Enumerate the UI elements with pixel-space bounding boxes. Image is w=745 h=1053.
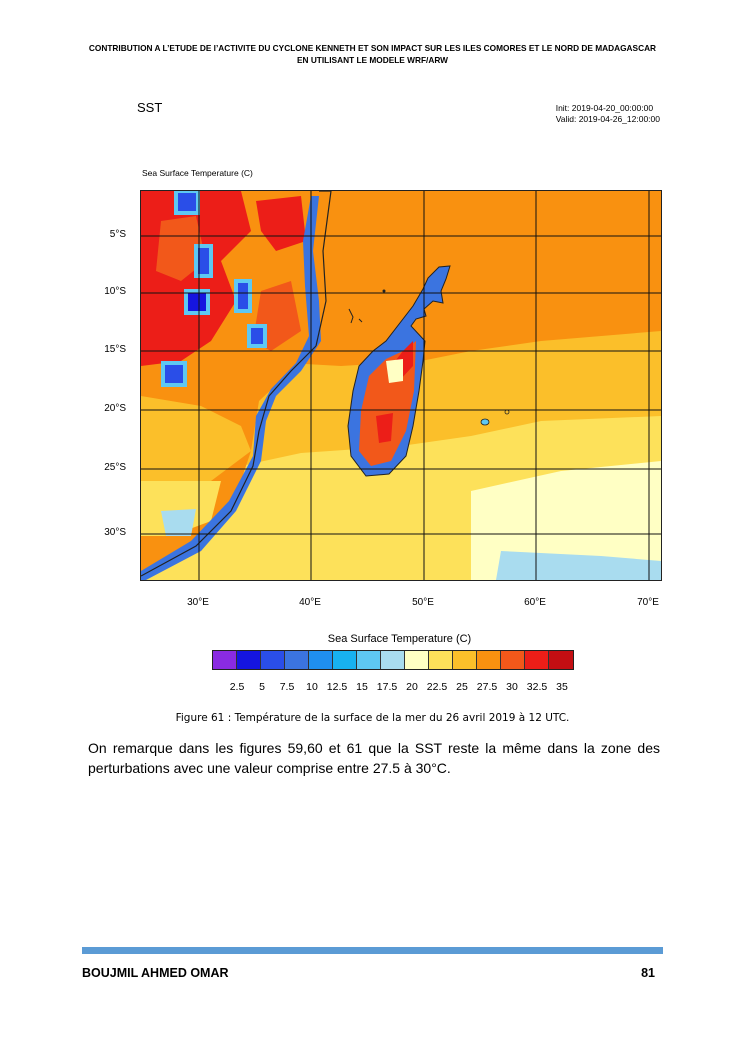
colorbar-swatch: [477, 651, 501, 669]
lat-label-20s: 20°S: [104, 403, 126, 414]
colorbar-swatch: [549, 651, 573, 669]
colorbar-swatch: [501, 651, 525, 669]
colorbar-tick-label: 15: [356, 681, 368, 693]
colorbar-tick-label: 30: [506, 681, 518, 693]
lon-label-50e: 50°E: [412, 597, 434, 608]
africa-inland-patch-2: [256, 196, 306, 251]
comoros-island-3: [382, 289, 386, 293]
colorbar-tick-label: 22.5: [426, 681, 448, 693]
comoros-island-2: [358, 318, 363, 323]
african-coast-strip: [141, 196, 321, 580]
african-coastline: [315, 191, 332, 347]
lon-label-40e: 40°E: [299, 597, 321, 608]
colorbar-tick-label: 7.5: [279, 681, 295, 693]
colorbar-swatch: [525, 651, 549, 669]
figure-title: SST: [137, 100, 163, 115]
colorbar-swatch: [429, 651, 453, 669]
lake-victoria: [174, 191, 200, 215]
comoros-island-1: [348, 308, 354, 324]
ocean-cool-zone: [471, 461, 661, 580]
run-times: Init: 2019-04-20_00:00:00 Valid: 2019-04…: [556, 103, 660, 125]
lake-rukwa: [184, 289, 210, 315]
lon-label-70e: 70°E: [637, 597, 659, 608]
colorbar: [212, 650, 574, 670]
africa-cold-spot: [161, 509, 196, 536]
colorbar-tick-label: 20: [406, 681, 418, 693]
lat-label-10s: 10°S: [104, 286, 126, 297]
footer-rule: [82, 947, 663, 954]
lon-label-30e: 30°E: [187, 597, 209, 608]
lake-malawi-south: [247, 324, 267, 348]
page-header: CONTRIBUTION A L’ETUDE DE l’ACTIVITE DU …: [70, 42, 675, 66]
colorbar-tick-label: 35: [556, 681, 568, 693]
madagascar-hot-south: [376, 413, 393, 443]
reunion-island: [480, 418, 490, 426]
africa-inland-patch-1: [156, 216, 206, 281]
lat-label-30s: 30°S: [104, 527, 126, 538]
colorbar-swatch: [213, 651, 237, 669]
page-number: 81: [641, 966, 655, 980]
sst-map: [140, 190, 662, 581]
header-line-1: CONTRIBUTION A L’ETUDE DE l’ACTIVITE DU …: [88, 43, 657, 53]
colorbar-tick-label: 10: [306, 681, 318, 693]
african-coastline-south: [141, 345, 317, 577]
ocean-cold-patch: [496, 551, 661, 580]
colorbar-title: Sea Surface Temperature (C): [327, 633, 472, 645]
valid-time: Valid: 2019-04-26_12:00:00: [555, 114, 660, 124]
colorbar-tick-label: 12.5: [326, 681, 348, 693]
lat-label-5s: 5°S: [109, 229, 126, 240]
lon-label-60e: 60°E: [524, 597, 546, 608]
lat-label-25s: 25°S: [104, 462, 126, 473]
colorbar-swatch: [405, 651, 429, 669]
madagascar-cool-spot: [386, 359, 403, 383]
colorbar-swatch: [381, 651, 405, 669]
header-line-2: EN UTILISANT LE MODELE WRF/ARW: [296, 55, 449, 65]
colorbar-tick-label: 2.5: [229, 681, 245, 693]
colorbar-swatch: [309, 651, 333, 669]
lake-malawi-north: [234, 279, 252, 313]
init-time: Init: 2019-04-20_00:00:00: [555, 103, 654, 113]
colorbar-swatch: [357, 651, 381, 669]
footer-author: BOUJMIL AHMED OMAR: [82, 966, 229, 980]
colorbar-tick-label: 32.5: [526, 681, 548, 693]
africa-south-patch: [141, 396, 251, 481]
lake-tanganyika: [194, 244, 213, 278]
colorbar-tick-label: 17.5: [376, 681, 398, 693]
colorbar-tick-label: 5: [259, 681, 265, 693]
figure-caption: Figure 61 : Température de la surface de…: [175, 712, 570, 724]
body-paragraph: On remarque dans les figures 59,60 et 61…: [88, 740, 660, 776]
colorbar-swatch: [261, 651, 285, 669]
lake-kariba: [161, 361, 187, 387]
colorbar-swatch: [453, 651, 477, 669]
africa-south-cool: [141, 481, 221, 536]
sst-map-canvas: [141, 191, 661, 580]
colorbar-swatch: [237, 651, 261, 669]
lat-lon-grid: [141, 191, 661, 580]
colorbar-tick-label: 25: [456, 681, 468, 693]
map-title: Sea Surface Temperature (C): [142, 168, 253, 178]
colorbar-swatch: [285, 651, 309, 669]
lat-label-15s: 15°S: [104, 344, 126, 355]
colorbar-swatch: [333, 651, 357, 669]
colorbar-tick-label: 27.5: [476, 681, 498, 693]
